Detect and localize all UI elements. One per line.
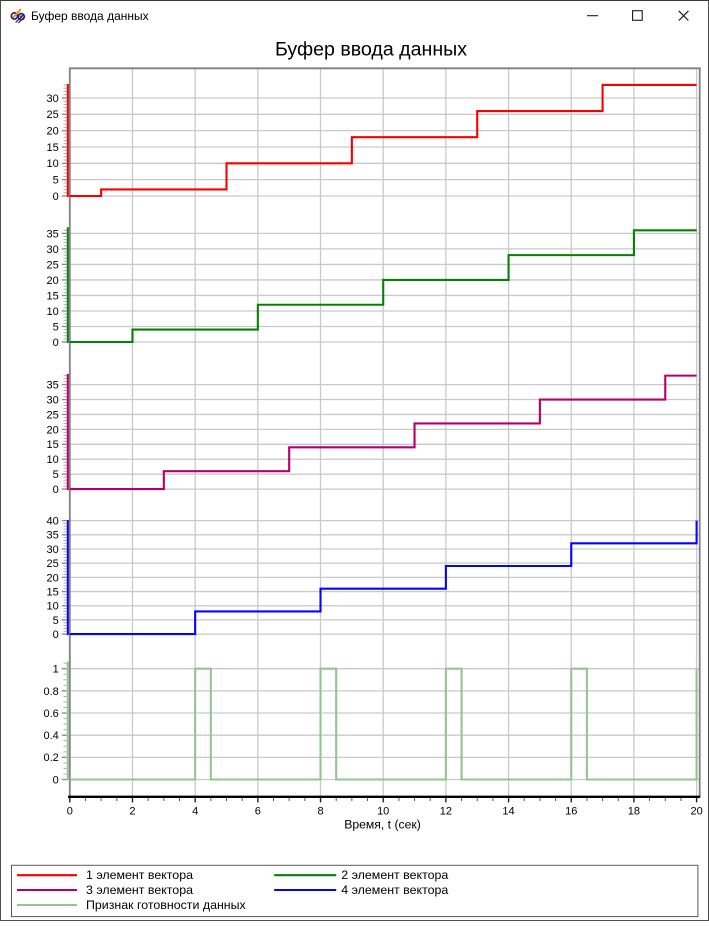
svg-text:8: 8 xyxy=(317,806,323,818)
svg-text:15: 15 xyxy=(47,586,59,598)
svg-text:15: 15 xyxy=(47,439,59,451)
svg-text:10: 10 xyxy=(47,158,59,170)
svg-text:1 элемент вектора: 1 элемент вектора xyxy=(86,868,193,882)
svg-text:0: 0 xyxy=(53,337,59,349)
svg-text:14: 14 xyxy=(502,806,514,818)
svg-text:4: 4 xyxy=(192,806,198,818)
svg-text:3 элемент вектора: 3 элемент вектора xyxy=(86,883,193,897)
svg-text:0: 0 xyxy=(53,629,59,641)
svg-text:40: 40 xyxy=(47,516,59,528)
svg-text:30: 30 xyxy=(47,544,59,556)
svg-text:0: 0 xyxy=(53,774,59,786)
svg-text:30: 30 xyxy=(47,244,59,256)
svg-text:20: 20 xyxy=(47,126,59,138)
svg-text:6: 6 xyxy=(255,806,261,818)
svg-text:Буфер ввода данных: Буфер ввода данных xyxy=(275,39,467,61)
svg-text:1: 1 xyxy=(53,664,59,676)
svg-text:5: 5 xyxy=(53,321,59,333)
svg-text:10: 10 xyxy=(47,601,59,613)
svg-text:35: 35 xyxy=(47,530,59,542)
svg-text:20: 20 xyxy=(690,806,702,818)
svg-text:10: 10 xyxy=(47,306,59,318)
svg-text:20: 20 xyxy=(47,572,59,584)
svg-text:2 элемент вектора: 2 элемент вектора xyxy=(341,868,448,882)
svg-text:0.8: 0.8 xyxy=(44,686,59,698)
svg-text:20: 20 xyxy=(47,275,59,287)
svg-text:15: 15 xyxy=(47,142,59,154)
svg-text:35: 35 xyxy=(47,228,59,240)
svg-text:5: 5 xyxy=(53,469,59,481)
svg-text:20: 20 xyxy=(47,424,59,436)
svg-text:0.2: 0.2 xyxy=(44,752,59,764)
svg-text:0.4: 0.4 xyxy=(44,730,59,742)
svg-text:18: 18 xyxy=(628,806,640,818)
svg-text:4 элемент вектора: 4 элемент вектора xyxy=(341,883,448,897)
svg-text:Признак готовности данных: Признак готовности данных xyxy=(86,898,247,912)
svg-text:2: 2 xyxy=(129,806,135,818)
svg-text:5: 5 xyxy=(53,175,59,187)
svg-text:10: 10 xyxy=(377,806,389,818)
svg-text:0.6: 0.6 xyxy=(44,708,59,720)
svg-text:0: 0 xyxy=(53,191,59,203)
svg-text:35: 35 xyxy=(47,379,59,391)
svg-text:25: 25 xyxy=(47,409,59,421)
svg-text:25: 25 xyxy=(47,259,59,271)
svg-text:12: 12 xyxy=(440,806,452,818)
svg-text:25: 25 xyxy=(47,558,59,570)
svg-text:5: 5 xyxy=(53,615,59,627)
svg-text:15: 15 xyxy=(47,290,59,302)
svg-text:25: 25 xyxy=(47,109,59,121)
svg-text:16: 16 xyxy=(565,806,577,818)
svg-text:0: 0 xyxy=(53,484,59,496)
svg-text:30: 30 xyxy=(47,93,59,105)
svg-text:0: 0 xyxy=(67,806,73,818)
svg-text:Время, t (сек): Время, t (сек) xyxy=(344,818,421,832)
svg-text:30: 30 xyxy=(47,394,59,406)
svg-text:10: 10 xyxy=(47,454,59,466)
